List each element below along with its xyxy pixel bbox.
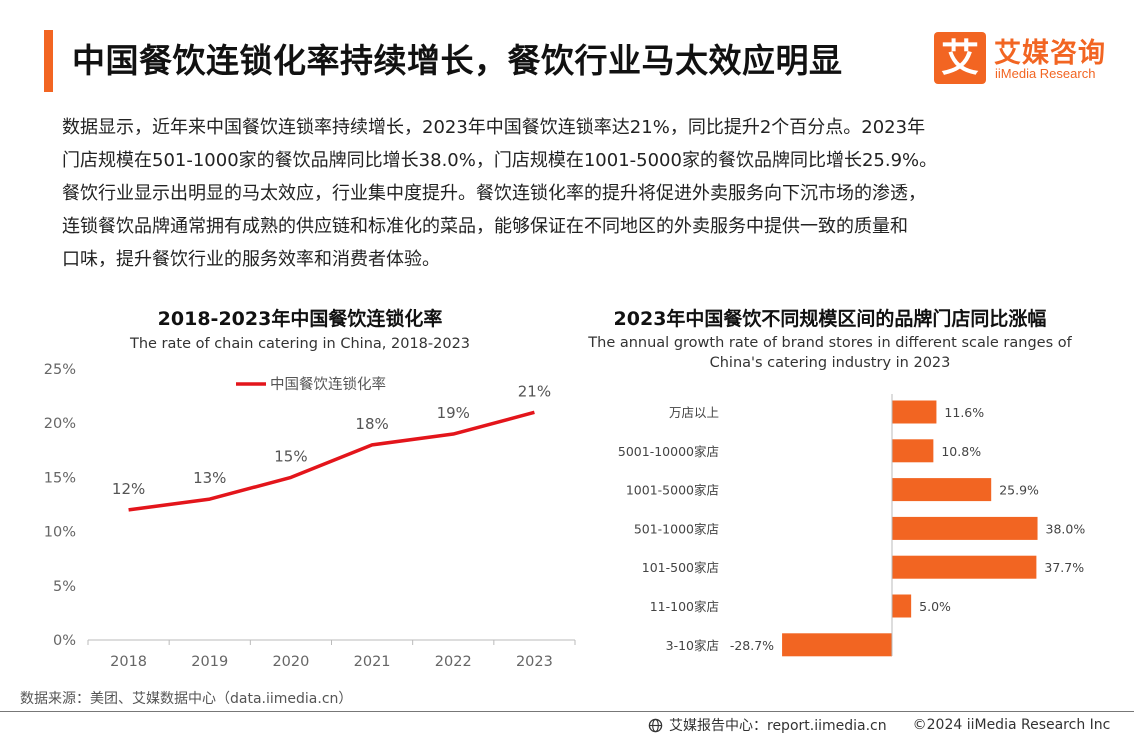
category-label: 1001-5000家店 [626,483,719,498]
bar [892,594,912,618]
y-tick-label: 20% [44,416,76,432]
footer: 艾媒报告中心：report.iimedia.cn ©2024 iiMedia R… [648,715,1110,735]
bar [892,439,934,463]
logo-mark: 艾 [934,32,986,84]
bar-chart-subtitle-line: China's catering industry in 2023 [709,355,951,371]
line-chart-title: 2018-2023年中国餐饮连锁化率 [157,308,443,330]
category-label: 3-10家店 [666,638,719,653]
footer-report-center[interactable]: 艾媒报告中心：report.iimedia.cn [669,718,887,734]
y-tick-label: 10% [44,525,76,541]
bar [892,478,992,502]
iimedia-logo: 艾 艾媒咨询 iiMedia Research [934,31,1124,87]
category-label: 11-100家店 [650,599,719,614]
bar [892,400,937,424]
logo-name-cn: 艾媒咨询 [994,38,1106,69]
data-label: 10.8% [941,444,981,459]
data-label: 37.7% [1044,560,1084,575]
data-label: 25.9% [999,483,1039,498]
bar-chart-subtitle-line: The annual growth rate of brand stores i… [588,335,1072,351]
title-accent-bar [44,30,53,92]
data-label: 21% [518,382,551,400]
x-tick-label: 2018 [110,654,147,670]
y-tick-label: 25% [44,362,76,378]
y-tick-label: 5% [53,579,76,595]
data-label: 12% [112,480,145,498]
bar [782,633,892,657]
data-label: -28.7% [730,638,774,653]
data-source: 数据来源：美团、艾媒数据中心（data.iimedia.cn） [20,691,353,707]
y-tick-label: 0% [53,633,76,649]
bar [892,555,1037,579]
footer-divider [0,711,1134,712]
category-label: 501-1000家店 [634,521,719,536]
category-label: 101-500家店 [642,560,719,575]
bar-chart-subtitle: The annual growth rate of brand stores i… [560,333,1100,373]
logo-name-en: iiMedia Research [995,66,1096,81]
intro-line: 口味，提升餐饮行业的服务效率和消费者体验。 [62,249,440,270]
x-tick-label: 2022 [435,654,472,670]
bar-chart-title: 2023年中国餐饮不同规模区间的品牌门店同比涨幅 [613,308,1047,330]
data-label: 13% [193,469,226,487]
x-tick-label: 2020 [272,654,309,670]
category-label: 5001-10000家店 [618,444,719,459]
category-label: 万店以上 [669,405,719,420]
page-title: 中国餐饮连锁化率持续增长，餐饮行业马太效应明显 [72,41,843,80]
intro-paragraph: 数据显示，近年来中国餐饮连锁率持续增长，2023年中国餐饮连锁率达21%，同比提… [62,111,1092,276]
series-line [128,410,535,512]
intro-line: 连锁餐饮品牌通常拥有成熟的供应链和标准化的菜品，能够保证在不同地区的外卖服务中提… [62,216,908,237]
intro-line: 门店规模在501-1000家的餐饮品牌同比增长38.0%，门店规模在1001-5… [62,150,938,171]
data-label: 19% [437,404,470,422]
data-label: 38.0% [1046,521,1086,536]
globe-icon [648,718,663,732]
x-tick-label: 2019 [191,654,228,670]
intro-line: 数据显示，近年来中国餐饮连锁率持续增长，2023年中国餐饮连锁率达21%，同比提… [62,117,926,138]
data-label: 15% [274,447,307,465]
legend-label: 中国餐饮连锁化率 [270,376,386,393]
footer-copyright: ©2024 iiMedia Research Inc [912,717,1111,733]
data-label: 11.6% [944,405,984,420]
intro-line: 餐饮行业显示出明显的马太效应，行业集中度提升。餐饮连锁化率的提升将促进外卖服务向… [62,183,926,204]
line-chart-subtitle: The rate of chain catering in China, 201… [129,336,471,352]
data-label: 18% [355,415,388,433]
data-label: 5.0% [919,599,951,614]
x-tick-label: 2021 [354,654,391,670]
x-tick-label: 2023 [516,654,553,670]
bar [892,516,1038,540]
y-tick-label: 15% [44,470,76,486]
